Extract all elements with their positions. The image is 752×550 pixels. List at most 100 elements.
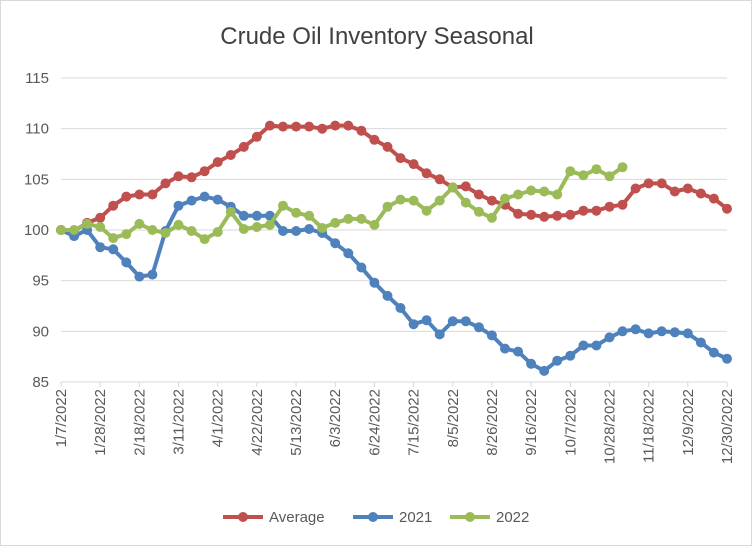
data-point: [604, 332, 615, 343]
data-point: [343, 248, 354, 259]
data-point: [343, 213, 354, 224]
data-point: [238, 141, 249, 152]
data-point: [473, 206, 484, 217]
data-point: [591, 340, 602, 351]
data-point: [421, 168, 432, 179]
data-point: [669, 186, 680, 197]
legend-marker: [368, 512, 378, 522]
data-point: [669, 327, 680, 338]
data-point: [513, 346, 524, 357]
x-axis: 1/7/2022 1/28/2022 2/18/2022 3/11/2022 4/1/2…: [53, 381, 736, 464]
data-point: [186, 195, 197, 206]
legend-label: Average: [269, 509, 325, 526]
data-point: [330, 217, 341, 228]
legend: Average 2021 2022: [223, 509, 529, 526]
data-point: [304, 121, 315, 132]
y-axis-ticks: 85 90 95 100 105 110 115: [24, 70, 49, 391]
data-point: [473, 322, 484, 333]
data-point: [356, 262, 367, 273]
data-point: [173, 200, 184, 211]
data-point: [173, 219, 184, 230]
series-2022: [56, 162, 628, 245]
data-point: [264, 120, 275, 131]
data-point: [212, 227, 223, 237]
data-point: [317, 123, 328, 134]
data-point: [134, 218, 145, 229]
data-point: [421, 315, 432, 326]
x-tick-label: 5/13/2022: [288, 389, 305, 456]
data-point: [630, 324, 641, 335]
x-tick-label: 6/3/2022: [327, 389, 344, 447]
data-point: [578, 170, 589, 181]
data-point: [382, 290, 393, 301]
data-point: [291, 207, 302, 218]
data-point: [95, 242, 106, 253]
data-point: [238, 210, 249, 221]
data-point: [630, 183, 641, 194]
data-point: [421, 205, 432, 216]
data-point: [212, 194, 223, 205]
data-point: [108, 244, 119, 255]
data-point: [708, 347, 719, 358]
data-point: [617, 199, 628, 210]
data-point: [500, 193, 510, 204]
chart-title: Crude Oil Inventory Seasonal: [220, 23, 534, 50]
data-point: [447, 182, 458, 193]
data-point: [95, 222, 106, 232]
series-layer: [56, 120, 732, 376]
data-point: [722, 203, 732, 214]
data-point: [278, 121, 288, 132]
data-point: [473, 189, 484, 200]
data-point: [69, 225, 80, 235]
data-point: [304, 210, 315, 221]
series-line: [61, 165, 624, 242]
data-point: [186, 172, 197, 183]
data-point: [199, 166, 210, 177]
y-tick-label: 95: [32, 273, 49, 290]
data-point: [121, 229, 132, 240]
data-point: [160, 178, 171, 189]
data-point: [225, 150, 236, 160]
data-point: [343, 120, 354, 131]
data-point: [513, 208, 524, 219]
data-point: [552, 189, 563, 200]
y-tick-label: 85: [32, 374, 49, 391]
data-point: [382, 141, 393, 152]
x-tick-label: 4/22/2022: [249, 389, 266, 456]
x-tick-label: 3/11/2022: [171, 389, 188, 455]
y-tick-label: 100: [24, 222, 49, 239]
data-point: [643, 178, 654, 189]
data-point: [173, 171, 184, 182]
data-point: [147, 269, 158, 280]
x-tick-label: 6/24/2022: [366, 389, 383, 456]
data-point: [186, 226, 197, 236]
data-point: [304, 224, 315, 234]
data-point: [434, 174, 445, 185]
x-tick-label: 12/9/2022: [680, 389, 697, 456]
x-tick-label: 10/7/2022: [562, 389, 579, 456]
data-point: [460, 316, 471, 327]
data-point: [108, 233, 119, 244]
data-point: [369, 277, 380, 288]
data-point: [539, 186, 550, 197]
data-point: [656, 326, 667, 337]
legend-label: 2021: [399, 509, 432, 526]
data-point: [578, 340, 589, 351]
data-point: [264, 219, 275, 230]
data-point: [526, 209, 537, 220]
data-point: [278, 226, 288, 236]
data-point: [591, 164, 602, 175]
data-point: [395, 153, 406, 164]
data-point: [199, 191, 210, 202]
data-point: [565, 209, 576, 220]
data-point: [291, 121, 302, 132]
data-point: [434, 195, 445, 206]
x-tick-label: 11/18/2022: [641, 389, 658, 463]
x-tick-label: 10/28/2022: [601, 389, 618, 464]
data-point: [382, 201, 393, 212]
series-line: [60, 194, 728, 373]
data-point: [565, 350, 576, 361]
data-point: [552, 210, 563, 221]
data-point: [447, 316, 458, 327]
